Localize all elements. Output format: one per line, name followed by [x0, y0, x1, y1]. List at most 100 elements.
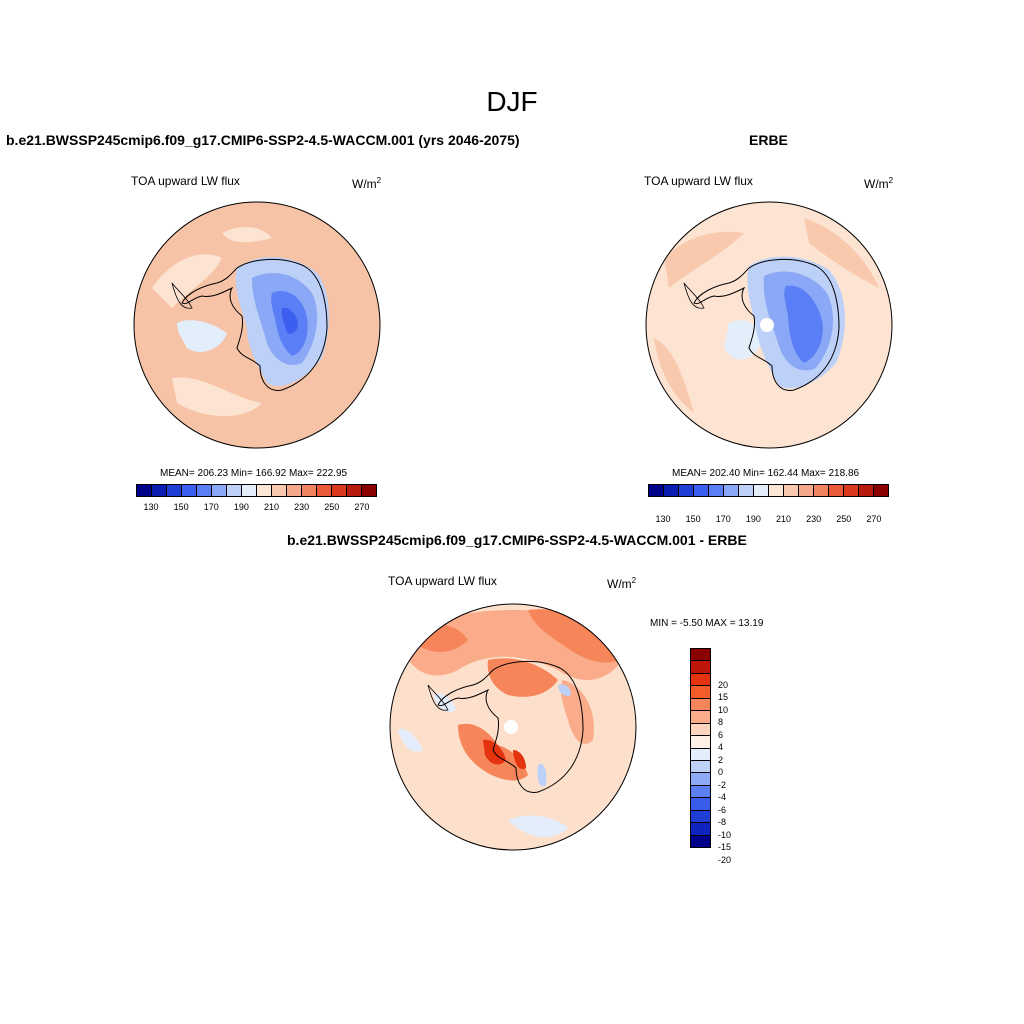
colorbar-swatch: [844, 485, 859, 496]
colorbar-tick-label: -6: [718, 804, 727, 815]
panel-1-contour-region: [177, 320, 227, 353]
colorbar-swatch: [691, 661, 710, 674]
colorbar-tick-label: 250: [836, 514, 852, 524]
panel-3-contour-region: [558, 684, 571, 697]
colorbar-swatch: [739, 485, 754, 496]
colorbar-swatch: [859, 485, 874, 496]
panel-3-title: b.e21.BWSSP245cmip6.f09_g17.CMIP6-SSP2-4…: [287, 532, 747, 548]
panel-2-contour-region: [654, 338, 694, 413]
colorbar-swatch: [242, 485, 257, 496]
panel-1-contour-region: [152, 254, 222, 308]
colorbar-swatch: [679, 485, 694, 496]
panel-2-units-label: W/m2: [864, 176, 894, 191]
colorbar-tick-label: -20: [718, 854, 732, 865]
panel-2-stats: MEAN= 202.40 Min= 162.44 Max= 218.86: [672, 468, 860, 479]
colorbar-swatch: [257, 485, 272, 496]
colorbar-tick-label: 210: [776, 514, 792, 524]
panel-1-contour-region: [222, 226, 272, 243]
panel-2-contour-region: [664, 231, 744, 288]
panel-3-contour-region: [513, 750, 526, 770]
colorbar-tick-label: 130: [143, 502, 159, 512]
colorbar-swatch: [691, 673, 710, 687]
panel-1-colorbar-ticks: 130 150 170 190 210 230 250 270: [136, 502, 377, 514]
colorbar-tick-label: 10: [718, 704, 729, 715]
colorbar-swatch: [754, 485, 769, 496]
colorbar-swatch: [691, 649, 710, 662]
colorbar-swatch: [691, 698, 710, 712]
colorbar-swatch: [709, 485, 724, 496]
colorbar-swatch: [691, 686, 710, 699]
panel-3-contour-region: [508, 815, 568, 838]
colorbar-swatch: [874, 485, 888, 496]
colorbar-swatch: [724, 485, 739, 496]
colorbar-swatch: [212, 485, 227, 496]
colorbar-swatch: [691, 835, 710, 847]
panel-1-stats: MEAN= 206.23 Min= 166.92 Max= 222.95: [160, 468, 348, 479]
colorbar-swatch: [317, 485, 332, 496]
colorbar-tick-label: 230: [806, 514, 822, 524]
panel-3-colorbar: [690, 648, 711, 848]
panel-1-polar-map: [133, 201, 381, 449]
colorbar-tick-label: 4: [718, 742, 724, 752]
colorbar-tick-label: 8: [718, 717, 724, 727]
panel-2-title: ERBE: [749, 132, 788, 148]
colorbar-swatch: [691, 711, 710, 724]
colorbar-tick-label: 270: [354, 502, 370, 512]
panel-1-variable-label: TOA upward LW flux: [131, 174, 240, 188]
colorbar-swatch: [799, 485, 814, 496]
colorbar-tick-label: -2: [718, 779, 727, 790]
colorbar-swatch: [691, 723, 710, 737]
panel-3-contour-region: [487, 658, 558, 697]
panel-3-coastline: [437, 660, 584, 793]
panel-3-contour-region: [433, 693, 456, 712]
colorbar-swatch: [691, 785, 710, 799]
panel-3-coastline: [427, 684, 449, 711]
colorbar-tick-label: 20: [718, 679, 729, 690]
figure-title: DJF: [486, 86, 538, 117]
colorbar-swatch: [137, 485, 152, 496]
panel-3-contour-region: [528, 609, 628, 663]
panel-3-units-label: W/m2: [607, 576, 637, 591]
panel-1-map-border: [133, 201, 381, 449]
colorbar-swatch: [302, 485, 317, 496]
panel-2-coastline: [693, 258, 840, 391]
colorbar-swatch: [332, 485, 347, 496]
colorbar-tick-label: 150: [173, 502, 189, 512]
colorbar-swatch: [691, 748, 710, 761]
colorbar-swatch: [691, 823, 710, 836]
panel-1-contour-region: [172, 377, 262, 417]
panel-3-contour-region: [537, 763, 547, 787]
panel-2-variable-label: TOA upward LW flux: [644, 174, 753, 188]
colorbar-swatch: [347, 485, 362, 496]
panel-1-colorbar: [136, 484, 377, 497]
colorbar-tick-label: 150: [685, 514, 701, 524]
colorbar-swatch: [691, 798, 710, 811]
colorbar-tick-label: 15: [718, 692, 729, 702]
colorbar-swatch: [784, 485, 799, 496]
panel-2-coastline: [683, 282, 705, 309]
panel-1-units-label: W/m2: [352, 176, 382, 191]
colorbar-swatch: [182, 485, 197, 496]
colorbar-tick-label: 190: [745, 514, 761, 524]
colorbar-swatch: [769, 485, 784, 496]
colorbar-tick-label: 190: [233, 502, 249, 512]
colorbar-tick-label: -10: [718, 829, 732, 840]
colorbar-swatch: [167, 485, 182, 496]
colorbar-tick-label: 170: [715, 514, 731, 524]
colorbar-tick-label: -8: [718, 817, 727, 827]
colorbar-swatch: [814, 485, 829, 496]
colorbar-swatch: [691, 736, 710, 749]
colorbar-swatch: [287, 485, 302, 496]
panel-1-contour-region: [281, 307, 298, 334]
panel-2-missing-data-hole: [760, 318, 774, 332]
panel-2-contour-region: [784, 285, 823, 363]
colorbar-swatch: [152, 485, 167, 496]
panel-3-map-border: [389, 603, 637, 851]
colorbar-tick-label: 170: [203, 502, 219, 512]
colorbar-tick-label: 130: [655, 514, 671, 524]
colorbar-tick-label: 270: [866, 514, 882, 524]
colorbar-tick-label: 230: [294, 502, 310, 512]
colorbar-tick-label: 210: [264, 502, 280, 512]
colorbar-tick-label: 6: [718, 729, 724, 740]
panel-2-polar-map: [645, 201, 893, 449]
